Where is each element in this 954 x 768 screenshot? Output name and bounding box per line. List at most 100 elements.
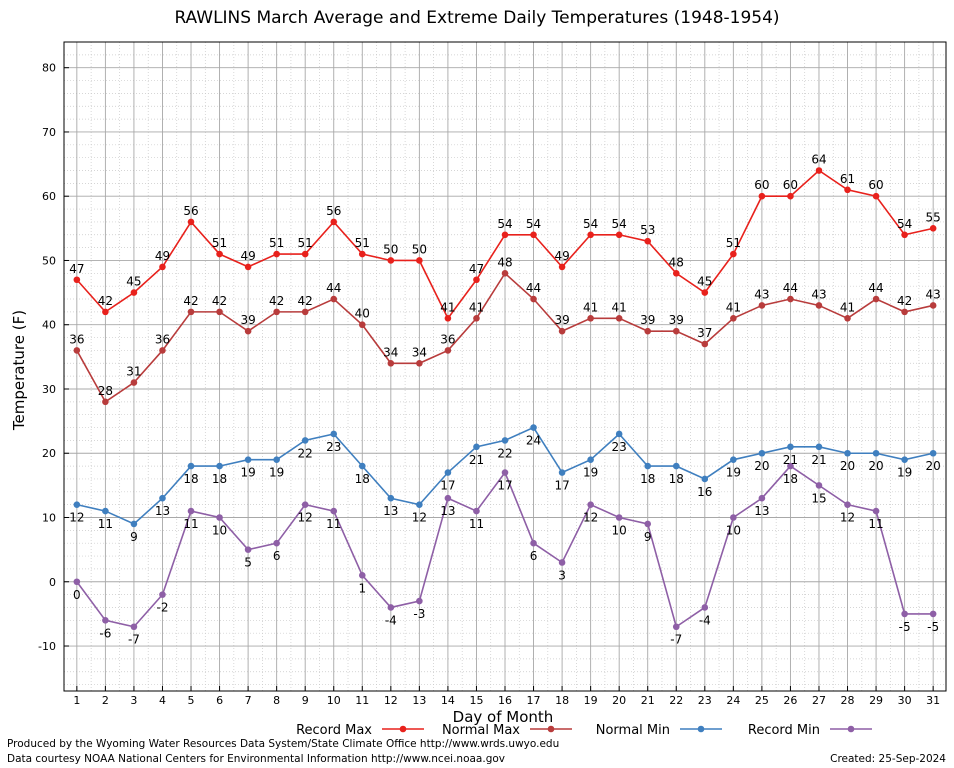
series-layer bbox=[73, 167, 937, 631]
normal-min-data-label: 19 bbox=[726, 466, 741, 480]
x-tick-label: 29 bbox=[869, 694, 883, 707]
normal-max-data-label: 39 bbox=[240, 313, 255, 327]
normal-min-data-label: 23 bbox=[326, 440, 341, 454]
normal-max-point bbox=[730, 315, 737, 322]
record-max-point bbox=[530, 231, 537, 239]
normal-min-data-label: 22 bbox=[298, 446, 313, 460]
record-max-data-label: 56 bbox=[183, 204, 198, 218]
record-max-data-label: 51 bbox=[212, 236, 227, 250]
normal-max-data-label: 41 bbox=[612, 300, 627, 314]
record-min-data-label: 10 bbox=[612, 524, 627, 538]
normal-min-point bbox=[758, 449, 766, 457]
y-tick-label: 40 bbox=[42, 319, 56, 332]
normal-min-point bbox=[102, 507, 109, 515]
normal-max-data-label: 41 bbox=[583, 300, 598, 314]
normal-max-data-label: 42 bbox=[269, 294, 284, 308]
x-tick-label: 14 bbox=[441, 694, 455, 707]
record-max-data-label: 47 bbox=[469, 262, 484, 276]
y-tick-label: 70 bbox=[42, 126, 56, 139]
record-min-point bbox=[301, 501, 309, 508]
normal-max-data-label: 36 bbox=[155, 332, 170, 346]
record-max-point bbox=[216, 250, 223, 258]
normal-max-point bbox=[844, 315, 851, 322]
normal-max-point bbox=[73, 347, 81, 354]
normal-min-point bbox=[530, 424, 537, 431]
normal-min-data-label: 18 bbox=[640, 472, 655, 486]
record-max-point bbox=[587, 231, 594, 239]
normal-min-data-label: 19 bbox=[583, 466, 598, 480]
x-tick-label: 18 bbox=[555, 694, 569, 707]
normal-max-data-label: 41 bbox=[840, 300, 855, 314]
y-tick-label: 80 bbox=[42, 62, 56, 75]
normal-max-point bbox=[473, 315, 480, 322]
x-tick-label: 31 bbox=[926, 694, 940, 707]
normal-min-data-label: 20 bbox=[868, 459, 883, 473]
record-min-point bbox=[787, 462, 794, 470]
normal-max-point bbox=[187, 308, 195, 316]
record-max-data-label: 49 bbox=[155, 249, 170, 263]
normal-min-data-label: 11 bbox=[98, 517, 113, 531]
record-max-point bbox=[358, 250, 366, 258]
record-max-data-label: 53 bbox=[640, 223, 655, 237]
record-max-data-label: 64 bbox=[811, 153, 826, 167]
record-min-data-label: 12 bbox=[298, 511, 313, 525]
x-tick-label: 24 bbox=[726, 694, 740, 707]
normal-min-data-label: 9 bbox=[130, 530, 138, 544]
record-max-point bbox=[73, 276, 81, 284]
legend-marker-record-min bbox=[847, 725, 855, 733]
normal-max-point bbox=[815, 302, 823, 309]
legend: Record Max Normal Max Normal Min Record Min bbox=[296, 723, 872, 738]
record-min-data-label: -5 bbox=[927, 620, 939, 634]
record-min-data-label: -5 bbox=[899, 620, 911, 634]
x-tick-label: 11 bbox=[355, 694, 369, 707]
x-tick-label: 26 bbox=[783, 694, 797, 707]
record-max-point bbox=[444, 315, 452, 322]
normal-max-data-label: 42 bbox=[897, 294, 912, 308]
normal-max-data-label: 43 bbox=[811, 287, 826, 301]
record-max-data-label: 60 bbox=[868, 178, 883, 192]
normal-min-data-label: 21 bbox=[469, 453, 484, 467]
record-min-data-label: 11 bbox=[183, 517, 198, 531]
y-tick-label: 50 bbox=[42, 254, 56, 267]
normal-max-data-label: 43 bbox=[754, 287, 769, 301]
record-max-data-label: 55 bbox=[926, 210, 941, 224]
normal-min-point bbox=[330, 430, 338, 438]
normal-max-point bbox=[701, 340, 709, 348]
record-max-point bbox=[929, 225, 937, 232]
record-min-data-label: 10 bbox=[726, 524, 741, 538]
normal-min-point bbox=[358, 462, 366, 470]
normal-max-point bbox=[301, 308, 309, 316]
normal-max-point bbox=[615, 315, 623, 322]
record-max-data-label: 51 bbox=[726, 236, 741, 250]
record-max-data-label: 49 bbox=[240, 249, 255, 263]
x-tick-label: 16 bbox=[498, 694, 512, 707]
record-max-data-label: 54 bbox=[526, 217, 541, 231]
legend-marker-normal-min bbox=[697, 725, 705, 733]
record-max-point bbox=[815, 167, 823, 174]
normal-min-data-label: 17 bbox=[440, 479, 455, 493]
record-max-data-label: 50 bbox=[383, 242, 398, 256]
record-max-point bbox=[844, 186, 851, 194]
record-max-point bbox=[787, 192, 794, 200]
record-min-data-label: 13 bbox=[754, 504, 769, 518]
x-tick-label: 7 bbox=[245, 694, 252, 707]
record-min-data-label: -3 bbox=[413, 607, 425, 621]
record-max-data-label: 60 bbox=[754, 178, 769, 192]
record-max-data-label: 51 bbox=[355, 236, 370, 250]
x-tick-label: 15 bbox=[469, 694, 483, 707]
legend-label-record-max: Record Max bbox=[296, 723, 372, 738]
normal-min-point bbox=[444, 469, 452, 476]
record-min-point bbox=[273, 539, 280, 547]
normal-max-data-label: 28 bbox=[98, 384, 113, 398]
record-max-point bbox=[387, 257, 395, 264]
normal-max-data-label: 34 bbox=[412, 345, 427, 359]
normal-min-point bbox=[273, 456, 280, 463]
normal-max-data-label: 39 bbox=[554, 313, 569, 327]
record-min-point bbox=[901, 610, 908, 618]
record-min-data-label: 13 bbox=[440, 504, 455, 518]
record-min-point bbox=[416, 597, 423, 605]
record-min-point bbox=[159, 591, 166, 598]
normal-min-point bbox=[416, 501, 423, 508]
record-max-data-label: 54 bbox=[897, 217, 912, 231]
